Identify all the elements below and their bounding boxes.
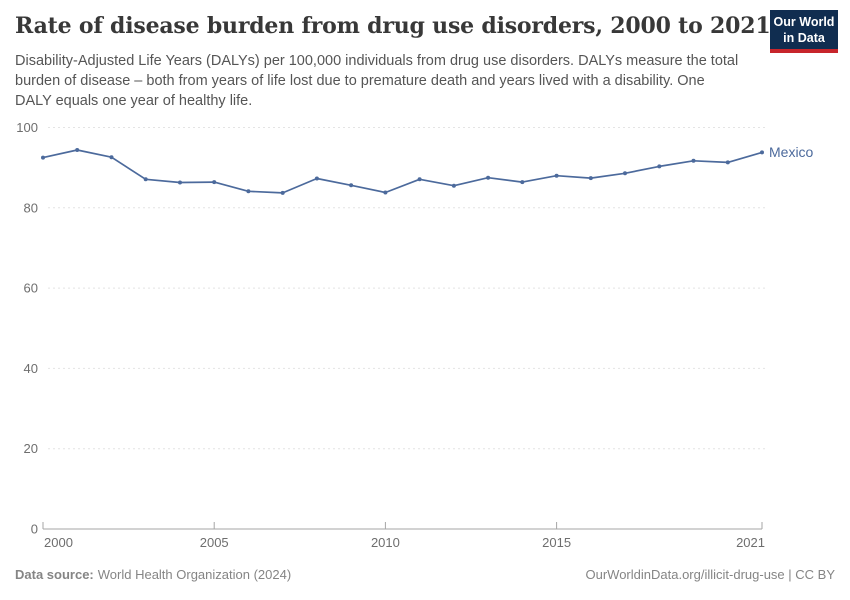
data-point — [760, 150, 764, 155]
y-tick-label: 100 — [16, 120, 38, 135]
data-point — [143, 177, 148, 182]
data-point — [41, 155, 45, 160]
y-tick-label: 0 — [31, 522, 38, 537]
x-tick-label: 2015 — [542, 535, 571, 550]
data-point — [75, 148, 80, 152]
y-tick-label: 60 — [24, 281, 38, 296]
y-tick-label: 80 — [24, 200, 38, 215]
data-source-value: World Health Organization (2024) — [97, 567, 292, 582]
chart-footer: Data source: World Health Organization (2… — [15, 567, 835, 582]
credit-line: OurWorldinData.org/illicit-drug-use | CC… — [585, 567, 836, 582]
data-point — [554, 173, 559, 178]
y-tick-label: 20 — [24, 441, 38, 456]
data-point — [486, 175, 491, 180]
owid-logo-line1: Our World — [773, 15, 835, 29]
page-title: Rate of disease burden from drug use dis… — [15, 13, 771, 39]
owid-logo[interactable]: Our World in Data — [770, 10, 838, 53]
x-tick-label: 2000 — [44, 535, 73, 550]
chart-subtitle: Disability-Adjusted Life Years (DALYs) p… — [15, 53, 739, 109]
x-tick-label: 2010 — [371, 535, 400, 550]
x-tick-label: 2021 — [736, 535, 765, 550]
owid-logo-line2: in Data — [783, 30, 825, 45]
data-point — [349, 183, 354, 188]
series-label: Mexico — [769, 144, 814, 160]
data-point — [451, 183, 456, 188]
data-point — [417, 177, 422, 182]
data-point — [314, 176, 319, 181]
data-point — [520, 180, 525, 185]
data-point — [212, 180, 217, 185]
data-point — [691, 158, 696, 163]
data-line-mexico — [42, 149, 763, 194]
data-point — [280, 190, 285, 195]
data-point — [383, 190, 388, 195]
data-point — [109, 155, 114, 160]
data-point — [178, 180, 182, 185]
data-point — [623, 171, 627, 176]
data-source-label: Data source: — [15, 567, 94, 582]
x-tick-label: 2005 — [200, 535, 229, 550]
data-point — [588, 176, 593, 181]
y-tick-label: 40 — [24, 361, 38, 376]
data-source: Data source: World Health Organization (2… — [15, 567, 291, 582]
data-point — [246, 189, 251, 194]
data-point — [725, 160, 730, 165]
data-point — [657, 164, 662, 169]
